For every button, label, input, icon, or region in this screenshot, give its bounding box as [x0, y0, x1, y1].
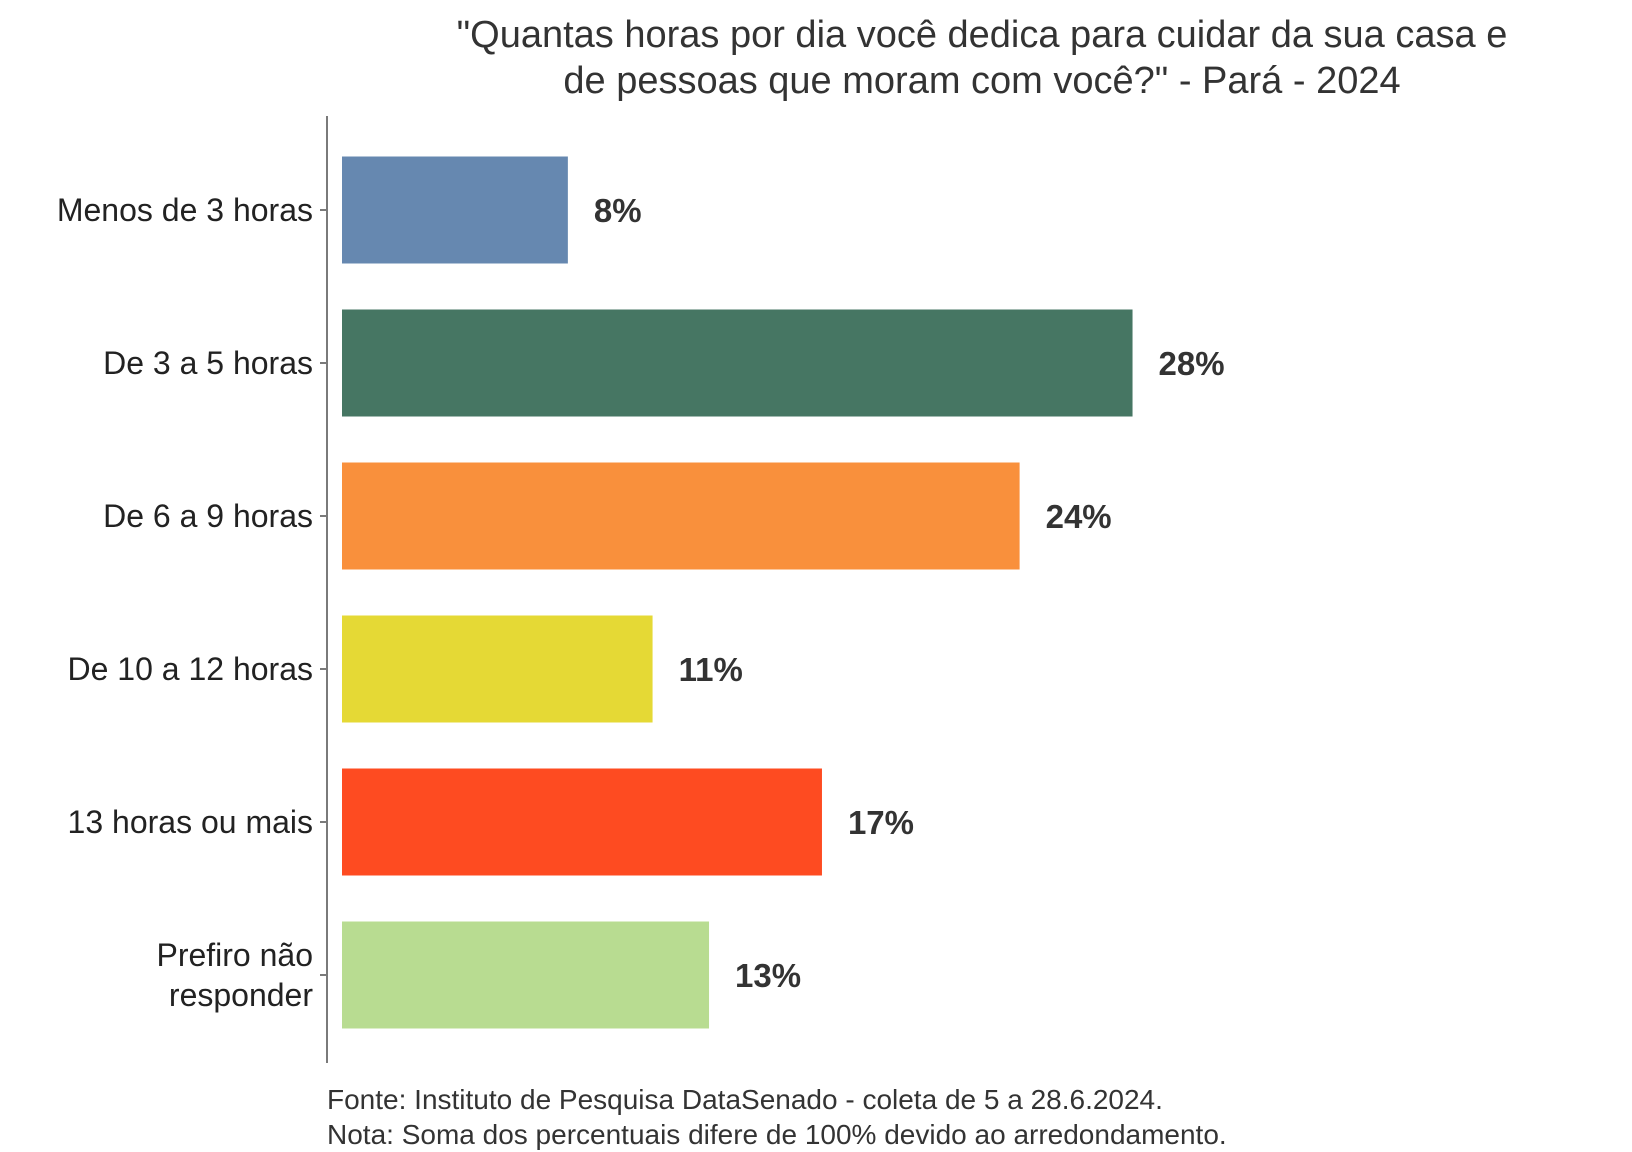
category-label-2: De 6 a 9 horas: [103, 498, 313, 534]
bar-0: [342, 156, 568, 264]
value-label-2: 24%: [1046, 498, 1112, 535]
chart-notes: Fonte: Instituto de Pesquisa DataSenado …: [327, 1084, 1227, 1150]
category-label-1: De 3 a 5 horas: [103, 345, 313, 381]
bars-group: [342, 156, 1133, 1029]
value-label-5: 13%: [735, 957, 801, 994]
category-label-2-line-0: De 6 a 9 horas: [103, 498, 313, 534]
y-axis-ticks: [320, 209, 327, 976]
category-labels: Menos de 3 horas De 3 a 5 horas De 6 a 9 h…: [57, 192, 314, 1013]
category-label-4-line-0: 13 horas ou mais: [68, 804, 313, 840]
value-label-4: 17%: [848, 804, 914, 841]
chart-title: "Quantas horas por dia você dedica para …: [457, 14, 1508, 102]
value-labels: 8% 28% 24% 11% 17% 13%: [594, 192, 1225, 994]
category-label-5: Prefiro não responder: [156, 937, 313, 1013]
category-label-3-line-0: De 10 a 12 horas: [68, 651, 314, 687]
category-label-1-line-0: De 3 a 5 horas: [103, 345, 313, 381]
bar-5: [342, 921, 710, 1029]
bar-2: [342, 462, 1020, 570]
category-label-5-line-0: Prefiro não: [156, 937, 313, 973]
bar-4: [342, 768, 822, 876]
value-label-3: 11%: [679, 651, 743, 688]
category-label-5-line-1: responder: [169, 977, 313, 1013]
rounding-note: Nota: Soma dos percentuais difere de 100…: [327, 1119, 1227, 1150]
chart-title-line-2: de pessoas que moram com você?" - Pará -…: [563, 60, 1400, 102]
bar-3: [342, 615, 653, 723]
source-note: Fonte: Instituto de Pesquisa DataSenado …: [327, 1084, 1163, 1115]
category-label-0: Menos de 3 horas: [57, 192, 313, 228]
bar-1: [342, 309, 1133, 417]
value-label-0: 8%: [594, 192, 642, 229]
category-label-3: De 10 a 12 horas: [68, 651, 314, 687]
value-label-1: 28%: [1159, 345, 1225, 382]
category-label-4: 13 horas ou mais: [68, 804, 313, 840]
category-label-0-line-0: Menos de 3 horas: [57, 192, 313, 228]
chart-title-line-1: "Quantas horas por dia você dedica para …: [457, 14, 1508, 56]
